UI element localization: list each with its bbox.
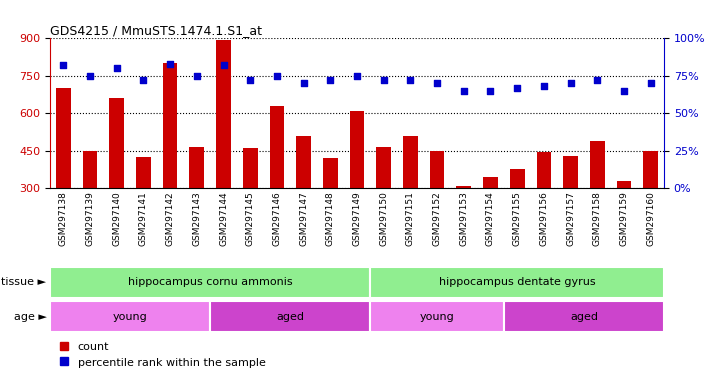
Bar bbox=[643, 151, 658, 188]
Bar bbox=[50, 267, 371, 298]
Point bbox=[218, 62, 229, 68]
Bar bbox=[210, 301, 371, 332]
Point bbox=[405, 77, 416, 83]
Point bbox=[164, 61, 176, 67]
Bar bbox=[136, 157, 151, 188]
Point bbox=[485, 88, 496, 94]
Bar bbox=[350, 111, 364, 188]
Bar bbox=[83, 151, 97, 188]
Text: young: young bbox=[113, 312, 148, 322]
Bar bbox=[50, 301, 210, 332]
Bar bbox=[371, 301, 504, 332]
Point bbox=[298, 80, 309, 86]
Point bbox=[84, 73, 96, 79]
Point bbox=[58, 62, 69, 68]
Bar bbox=[323, 158, 338, 188]
Point bbox=[458, 88, 470, 94]
Point bbox=[645, 80, 656, 86]
Bar bbox=[371, 267, 664, 298]
Text: hippocampus dentate gyrus: hippocampus dentate gyrus bbox=[439, 277, 595, 287]
Text: young: young bbox=[420, 312, 455, 322]
Bar bbox=[430, 151, 444, 188]
Point bbox=[431, 80, 443, 86]
Bar bbox=[456, 186, 471, 188]
Text: tissue ►: tissue ► bbox=[1, 277, 46, 287]
Legend: count, percentile rank within the sample: count, percentile rank within the sample bbox=[56, 337, 270, 372]
Point bbox=[138, 77, 149, 83]
Bar bbox=[590, 141, 605, 188]
Bar bbox=[563, 156, 578, 188]
Bar bbox=[510, 169, 525, 188]
Bar bbox=[483, 177, 498, 188]
Bar bbox=[56, 88, 71, 188]
Bar bbox=[536, 152, 551, 188]
Point bbox=[271, 73, 283, 79]
Bar bbox=[376, 147, 391, 188]
Point bbox=[351, 73, 363, 79]
Text: aged: aged bbox=[276, 312, 304, 322]
Point bbox=[111, 65, 122, 71]
Bar bbox=[504, 301, 664, 332]
Bar bbox=[270, 106, 284, 188]
Text: GDS4215 / MmuSTS.1474.1.S1_at: GDS4215 / MmuSTS.1474.1.S1_at bbox=[50, 24, 262, 37]
Point bbox=[592, 77, 603, 83]
Bar bbox=[403, 136, 418, 188]
Point bbox=[538, 83, 550, 89]
Point bbox=[511, 85, 523, 91]
Text: age ►: age ► bbox=[14, 312, 46, 322]
Bar bbox=[243, 148, 258, 188]
Point bbox=[618, 88, 630, 94]
Bar bbox=[296, 136, 311, 188]
Text: aged: aged bbox=[570, 312, 598, 322]
Text: hippocampus cornu ammonis: hippocampus cornu ammonis bbox=[128, 277, 293, 287]
Point bbox=[244, 77, 256, 83]
Point bbox=[191, 73, 203, 79]
Bar bbox=[216, 40, 231, 188]
Point bbox=[325, 77, 336, 83]
Bar bbox=[163, 63, 178, 188]
Bar bbox=[617, 181, 631, 188]
Point bbox=[565, 80, 576, 86]
Bar bbox=[109, 98, 124, 188]
Point bbox=[378, 77, 389, 83]
Bar bbox=[189, 147, 204, 188]
